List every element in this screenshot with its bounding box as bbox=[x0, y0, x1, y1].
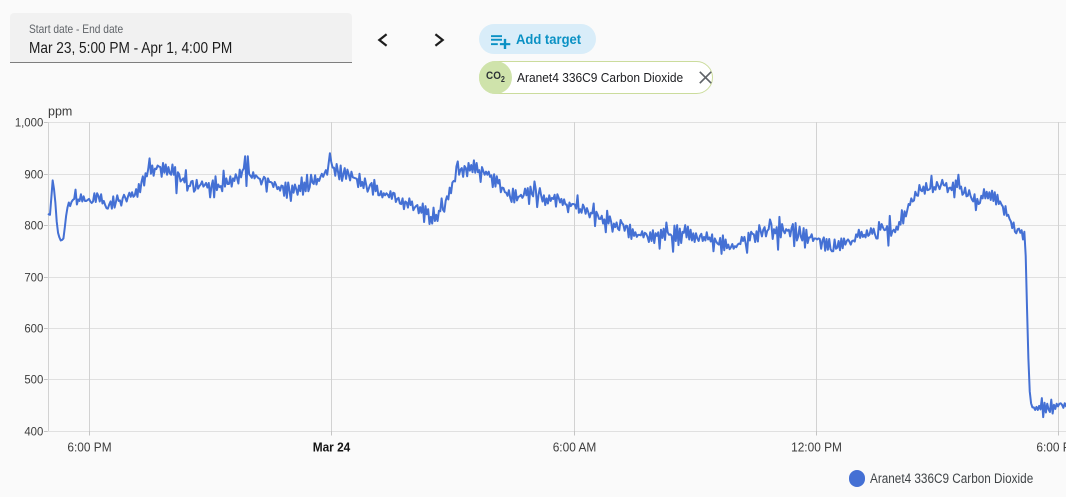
x-tick-label: Mar 24 bbox=[313, 441, 351, 455]
co2-series-line bbox=[47, 152, 1066, 419]
close-icon bbox=[699, 71, 713, 84]
date-range-field[interactable]: Start date - End date Mar 23, 5:00 PM - … bbox=[10, 13, 352, 63]
add-target-button[interactable]: Add target bbox=[479, 24, 596, 54]
legend-marker-dot bbox=[848, 470, 865, 487]
legend-series-label: Aranet4 336C9 Carbon Dioxide bbox=[869, 471, 1033, 486]
add-target-label: Add target bbox=[516, 31, 582, 47]
co2-avatar-text: CO2 bbox=[486, 70, 505, 84]
y-tick-label: 1,000 bbox=[15, 116, 44, 130]
co2-avatar-formula: CO bbox=[486, 69, 501, 82]
chevron-left-icon bbox=[377, 33, 388, 47]
chip-close-button[interactable] bbox=[697, 69, 715, 87]
chevron-right-icon bbox=[434, 33, 445, 47]
next-period-button[interactable] bbox=[427, 28, 451, 52]
co2-avatar-subscript: 2 bbox=[500, 75, 505, 85]
sensor-chip[interactable]: CO2 Aranet4 336C9 Carbon Dioxide bbox=[479, 60, 715, 94]
x-tick-label: 6:00 PM bbox=[1036, 441, 1066, 455]
date-range-value: Mar 23, 5:00 PM - Apr 1, 4:00 PM bbox=[29, 40, 233, 57]
y-axis-unit-label: ppm bbox=[48, 105, 72, 119]
co2-avatar-icon: CO2 bbox=[479, 60, 512, 94]
date-range-label: Start date - End date bbox=[29, 22, 124, 36]
y-tick-label: 400 bbox=[24, 425, 43, 439]
y-tick-label: 500 bbox=[24, 373, 43, 387]
chart-legend: Aranet4 336C9 Carbon Dioxide bbox=[848, 470, 1058, 487]
y-tick-label: 600 bbox=[24, 322, 43, 336]
x-tick-label: 6:00 PM bbox=[67, 441, 111, 455]
previous-period-button[interactable] bbox=[371, 28, 395, 52]
y-tick-label: 800 bbox=[24, 219, 43, 233]
y-tick-label: 900 bbox=[24, 168, 43, 182]
y-tick-label: 700 bbox=[24, 271, 43, 285]
x-tick-label: 12:00 PM bbox=[791, 441, 842, 455]
sensor-chip-label: Aranet4 336C9 Carbon Dioxide bbox=[516, 70, 683, 85]
x-tick-label: 6:00 AM bbox=[553, 441, 597, 455]
playlist-add-icon bbox=[491, 34, 511, 50]
